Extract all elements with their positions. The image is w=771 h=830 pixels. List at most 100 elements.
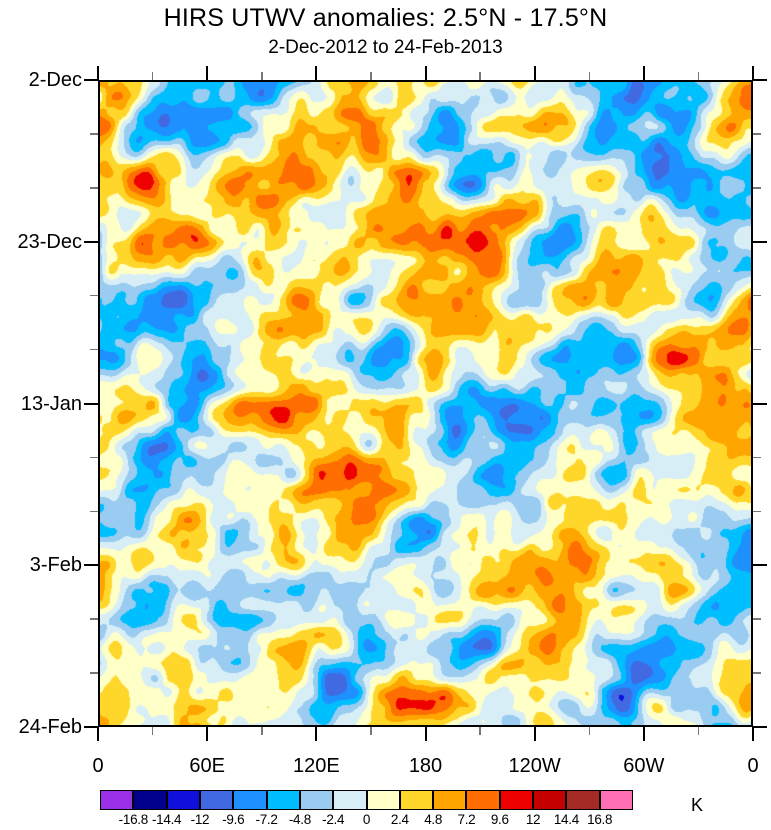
minor-tick [90,294,98,297]
major-tick [84,79,98,81]
major-tick [206,66,209,80]
major-tick [752,66,754,80]
major-tick [424,727,427,741]
y-tick-label: 24-Feb [18,716,82,738]
colorbar-cell [466,790,500,810]
major-tick [84,726,98,728]
major-tick [84,564,98,567]
y-tick-label: 13-Jan [20,392,82,415]
colorbar-cell [133,790,167,810]
colorbar-tick-label: 0 [362,812,371,827]
colorbar-cell [433,790,467,810]
x-tick-label: 0 [92,755,104,777]
major-tick [97,727,99,741]
chart-subtitle: 2-Dec-2012 to 24-Feb-2013 [268,37,503,58]
minor-tick [588,727,590,735]
minor-tick [90,510,98,513]
chart-title: HIRS UTWV anomalies: 2.5°N - 17.5°N [163,4,608,32]
y-tick-label: 2-Dec [28,69,82,91]
minor-tick [151,727,154,735]
colorbar-cell [266,790,300,810]
major-tick [84,402,98,405]
colorbar-tick-label: -16.8 [118,812,149,827]
minor-tick [90,348,98,351]
minor-tick [261,727,263,735]
colorbar-tick-label: 14.4 [553,812,579,827]
minor-tick [753,510,761,513]
major-tick [206,727,209,741]
colorbar-cell [199,790,234,810]
x-tick-label: 120E [292,755,340,777]
colorbar-cell [366,790,400,810]
major-tick [424,66,427,80]
major-tick [753,402,767,405]
colorbar-tick-label: -7.2 [255,812,278,827]
minor-tick [697,727,700,735]
colorbar-cell [100,790,134,810]
minor-tick [90,672,98,674]
major-tick [315,727,318,741]
major-tick [753,240,767,243]
minor-tick [370,727,372,735]
colorbar-cell [166,790,200,810]
colorbar-cell [299,790,334,810]
minor-tick [90,618,98,620]
y-tick-label: 23-Dec [17,230,82,253]
minor-tick [753,348,761,351]
minor-tick [588,72,590,80]
x-tick-label: 60W [623,755,665,777]
x-tick-label: 0 [747,755,759,777]
minor-tick [479,72,481,80]
minor-tick [370,72,372,80]
major-tick [533,727,536,741]
colorbar-tick-label: -4.8 [288,812,311,827]
minor-tick [90,187,98,189]
major-tick [753,564,767,567]
minor-tick [479,727,481,735]
minor-tick [753,456,761,459]
major-tick [752,727,754,741]
colorbar-cell [499,790,534,810]
major-tick [97,66,99,80]
colorbar-unit-label: K [690,795,703,815]
colorbar-tick-label: 16.8 [587,812,613,827]
colorbar-cell [599,790,633,810]
minor-tick [90,133,98,135]
major-tick [642,727,645,741]
minor-tick [151,72,154,80]
colorbar-tick-label: 7.2 [457,812,476,827]
colorbar-tick-label: 2.4 [390,812,409,827]
plot-frame [98,80,753,727]
colorbar-cell [233,790,267,810]
major-tick [315,66,318,80]
colorbar-cell [399,790,434,810]
minor-tick [753,618,761,620]
colorbar-cell [333,790,367,810]
x-tick-label: 60E [189,755,225,777]
major-tick [753,79,767,81]
colorbar-cell [566,790,600,810]
contour-field-canvas [100,82,751,725]
minor-tick [753,672,761,674]
major-tick [533,66,536,80]
minor-tick [697,72,700,80]
x-tick-label: 180 [408,755,443,777]
minor-tick [753,133,761,135]
colorbar-tick-label: -2.4 [322,812,345,827]
colorbar-tick-label: 12 [525,812,541,827]
minor-tick [90,456,98,459]
major-tick [642,66,645,80]
minor-tick [753,294,761,297]
colorbar-tick-label: 4.8 [424,812,443,827]
colorbar-cell [533,790,567,810]
minor-tick [261,72,263,80]
minor-tick [753,187,761,189]
major-tick [753,726,767,728]
major-tick [84,240,98,243]
y-tick-label: 3-Feb [29,554,82,577]
colorbar [100,790,633,810]
x-tick-label: 120W [508,755,561,777]
colorbar-tick-label: -9.6 [222,812,245,827]
colorbar-tick-label: -14.4 [151,812,182,827]
